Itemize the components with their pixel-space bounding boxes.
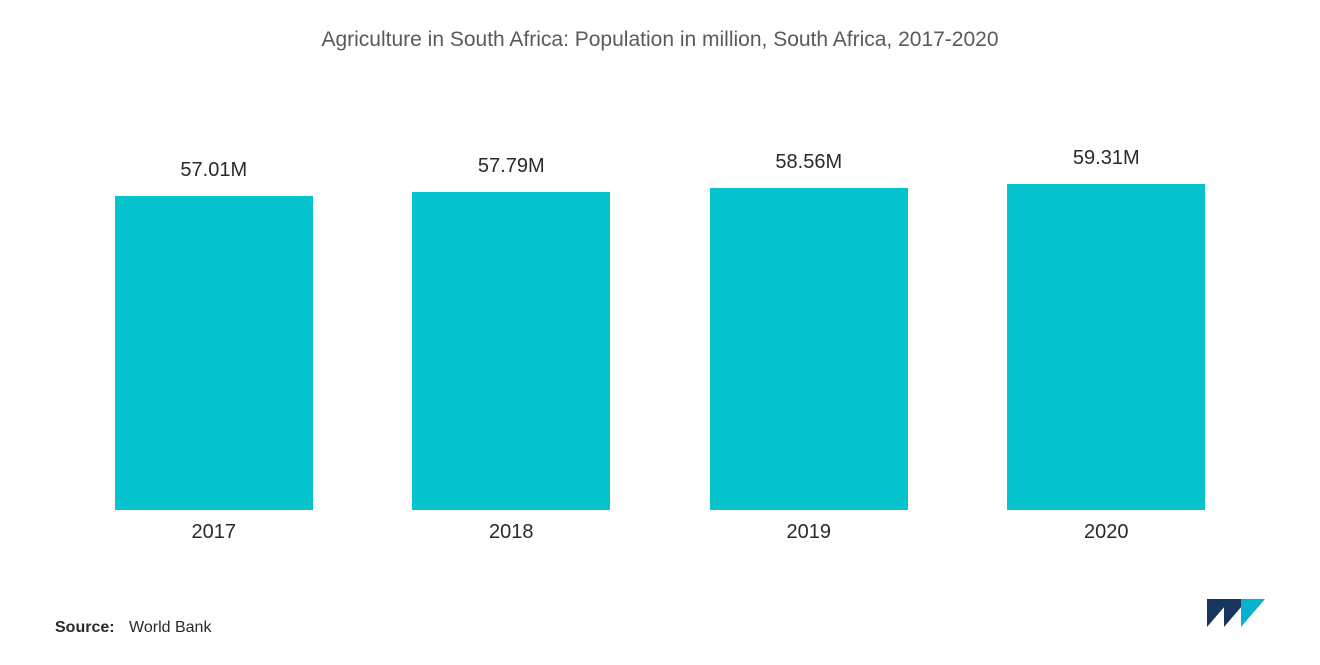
source-citation: Source: World Bank xyxy=(55,619,211,637)
x-tick-2017: 2017 xyxy=(65,521,363,544)
chart-container: Agriculture in South Africa: Population … xyxy=(0,0,1320,665)
bar-2018 xyxy=(412,192,610,510)
bar-2020 xyxy=(1007,184,1205,510)
source-text: World Bank xyxy=(129,619,211,636)
plot-area: 57.01M 57.79M 58.56M 59.31M xyxy=(55,122,1265,511)
x-axis: 2017 2018 2019 2020 xyxy=(55,511,1265,544)
bar-group-2020: 59.31M xyxy=(958,122,1256,510)
logo-triangle-right xyxy=(1241,599,1265,627)
bar-value-label: 58.56M xyxy=(775,151,842,174)
bar-2017 xyxy=(115,196,313,510)
bar-value-label: 57.79M xyxy=(478,155,545,178)
x-tick-2020: 2020 xyxy=(958,521,1256,544)
chart-footer: Source: World Bank xyxy=(55,599,1265,645)
chart-title: Agriculture in South Africa: Population … xyxy=(55,28,1265,52)
x-tick-2018: 2018 xyxy=(363,521,661,544)
bar-value-label: 59.31M xyxy=(1073,147,1140,170)
bar-2019 xyxy=(710,188,908,510)
brand-logo-icon xyxy=(1207,599,1265,637)
bar-group-2018: 57.79M xyxy=(363,122,661,510)
bar-group-2019: 58.56M xyxy=(660,122,958,510)
bar-group-2017: 57.01M xyxy=(65,122,363,510)
source-label: Source: xyxy=(55,619,115,636)
x-tick-2019: 2019 xyxy=(660,521,958,544)
bar-value-label: 57.01M xyxy=(180,159,247,182)
